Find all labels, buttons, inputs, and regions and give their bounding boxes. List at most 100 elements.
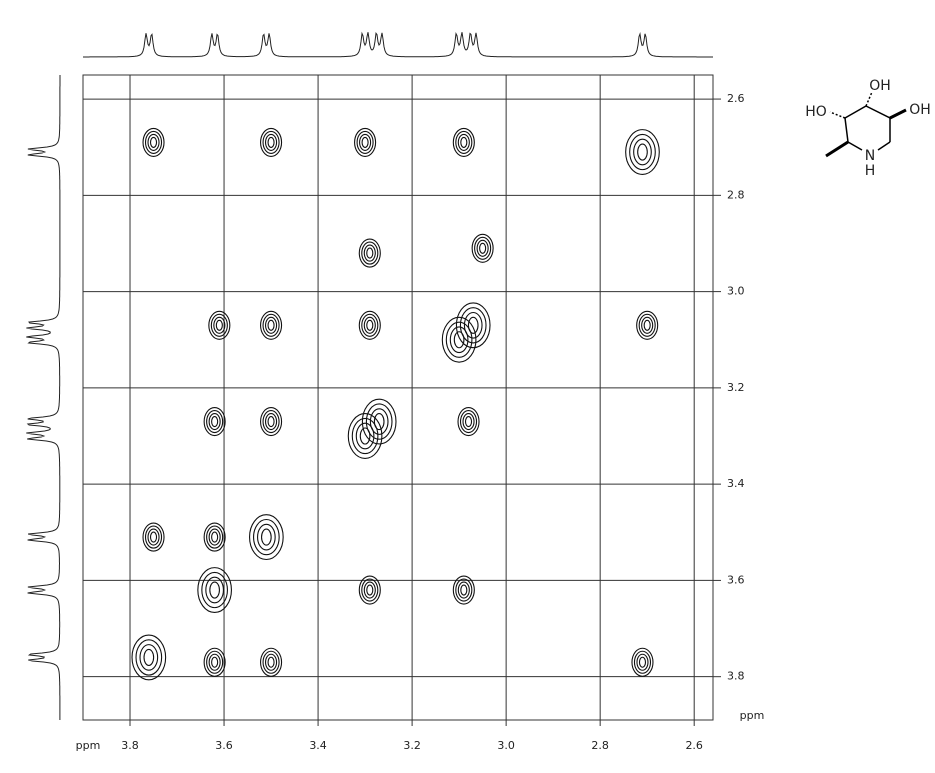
contour-peak [208,653,221,671]
x-axis-label: ppm [76,739,101,752]
x-tick-label: 3.4 [309,739,327,752]
contour-peak [142,127,165,157]
contour-peak [213,316,226,334]
contour-peak [638,656,647,668]
contour-peak [455,578,473,602]
contour-peak [476,239,489,257]
contour-peak [361,241,379,265]
contour-peak [142,522,165,552]
contour-peak [631,647,654,677]
contour-peak [262,650,280,674]
contour-peak [139,644,159,671]
contour-peak [249,514,284,561]
y-tick-label: 2.8 [727,188,745,201]
contour-peak [358,310,381,340]
contour-peak [449,326,469,354]
contour-peak [253,518,280,556]
contour-peak [359,133,372,151]
contour-peak [260,310,283,340]
contour-peak [363,316,376,334]
contour-peak [197,567,232,613]
contour-peak [265,133,278,151]
contour-peak [208,310,231,340]
contour-peak [262,410,280,434]
x-tick-label: 3.0 [497,739,515,752]
contour-peak [265,316,278,334]
contour-peak [144,130,163,154]
bond [844,117,849,143]
contour-peak [359,427,371,445]
contour-peak [455,302,491,349]
contour-peak [355,422,375,450]
y-tick-label: 2.6 [727,92,745,105]
contour-peak [361,398,397,445]
y-axis-label: ppm [740,709,765,722]
contour-peak [366,319,374,331]
contour-peak [464,416,473,428]
contour-peak [373,413,385,431]
contour-peak [637,143,648,161]
contour-peak [369,408,389,435]
contour-peak [149,136,158,148]
contour-peak [201,571,228,609]
contour-peak [267,416,275,428]
structure: OH HO OH N H [805,78,931,179]
contour-peak [203,407,226,437]
contour-peak [257,523,276,551]
contour-peak [144,525,163,549]
x-tick-label: 2.6 [685,739,703,752]
contour-peak [462,413,475,431]
contour-peak [265,413,278,431]
contour-peak [445,321,473,358]
atom-label: OH [909,102,931,118]
contour-peak [361,136,369,148]
contour-peak [211,416,219,428]
atom-label: HO [805,104,827,120]
contour-peak [147,133,160,151]
contour-peak [460,136,468,148]
contour-peak [459,307,487,344]
contour-peak [143,648,155,666]
contour-peak [441,316,477,363]
contour-peak [452,575,475,605]
bond [877,141,891,151]
contour-peak [459,410,478,434]
contour-peak [467,316,479,334]
contour-peak [206,650,224,674]
y-tick-label: 3.2 [727,381,745,394]
contour-peak [210,313,228,337]
contour-peak [363,244,376,262]
contour-peak [211,656,219,668]
contour-peak [203,647,226,677]
contour-peak [457,581,470,599]
contour-peak [347,413,383,459]
contour-peak [358,238,381,268]
contour-peak [361,313,379,337]
contour-peak [625,129,660,175]
contour-peak [453,331,465,349]
y-tick-label: 3.4 [727,477,745,490]
contour-peak [149,531,158,543]
contour-peak [636,310,659,340]
contour-peak [629,133,656,171]
contour-peak [358,575,381,605]
contour-peak [131,634,167,681]
bond [829,111,846,119]
contour-peak [351,417,379,455]
contour-peak [361,578,379,602]
y-tick-label: 3.6 [727,573,745,586]
contour-peak [638,313,656,337]
contour-peak [261,528,272,546]
x-tick-label: 2.8 [591,739,609,752]
contour-peak [479,242,487,254]
projection-left [26,75,61,720]
contour-peak [457,407,480,437]
contour-peak [208,528,221,546]
atom-label: OH [869,78,891,94]
contour-peak [267,319,275,331]
contour-peak [636,653,649,671]
bond [889,108,907,120]
contour-peak [267,136,275,148]
contour-peak [457,133,470,151]
